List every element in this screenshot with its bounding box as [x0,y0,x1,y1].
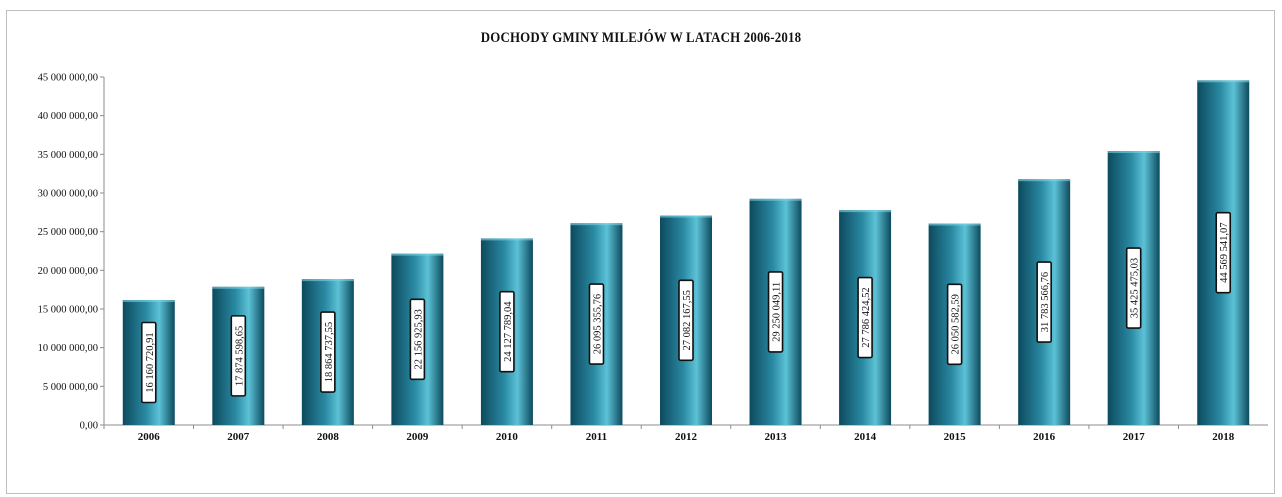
bar-cap [839,210,892,213]
y-tick-label: 35 000 000,00 [38,150,98,161]
chart-title: DOCHODY GMINY MILEJÓW W LATACH 2006-2018 [480,30,802,46]
bar-cap [1107,151,1160,154]
x-tick-label: 2007 [227,431,250,443]
data-label-text: 35 425 475,03 [1130,258,1141,318]
data-label-text: 26 050 582,59 [951,294,962,354]
data-label-text: 27 082 167,55 [682,290,693,350]
x-tick-label: 2013 [765,431,788,443]
data-label-text: 17 874 598,65 [234,326,245,386]
x-tick-label: 2009 [406,431,429,443]
data-label-box [1036,261,1052,343]
x-tick-label: 2014 [854,431,877,443]
y-tick-label: 0,00 [80,421,98,432]
y-tick-label: 45 000 000,00 [38,73,98,84]
data-label-text: 26 095 355,76 [592,294,603,354]
data-label-text: 18 864 737,55 [324,322,335,382]
bar-cap [391,253,444,256]
x-tick-label: 2006 [138,431,161,443]
y-tick-label: 25 000 000,00 [38,227,98,238]
data-label: 16 160 720,91 [140,321,157,404]
data-label-text: 29 250 049,11 [772,282,783,342]
bar-cap [1018,179,1071,182]
data-label: 44 569 541,07 [1215,211,1232,294]
x-tick-label: 2008 [317,431,340,443]
x-tick-label: 2012 [675,431,698,443]
data-label: 35 425 475,03 [1125,247,1142,329]
data-label: 24 127 789,04 [499,290,515,373]
y-tick-label: 40 000 000,00 [38,111,98,122]
data-label: 17 874 598,65 [230,315,247,397]
data-label-box [1125,247,1142,329]
data-label-box [140,321,157,404]
bar-cap [660,215,712,218]
bar-cap [122,300,175,303]
x-tick-label: 2018 [1212,431,1235,443]
bar-cap [749,198,802,201]
data-label: 29 250 049,11 [767,271,784,353]
data-label-box [588,283,605,365]
data-label-box [857,276,873,359]
y-tick-label: 15 000 000,00 [38,305,98,316]
bar-cap [928,223,981,226]
data-label-text: 22 156 925,93 [413,309,424,369]
data-label-text: 27 786 424,52 [861,287,872,347]
data-label-box [409,298,426,381]
data-label-box [499,290,515,373]
bar-cap [1197,80,1250,83]
bar-cap [301,279,354,282]
bar-cap [570,223,623,226]
data-label: 27 786 424,52 [857,276,873,359]
y-tick-label: 10 000 000,00 [38,343,98,354]
data-label: 18 864 737,55 [320,311,336,393]
x-tick-label: 2016 [1033,431,1056,443]
data-label: 26 050 582,59 [946,283,963,366]
data-label-box [320,311,336,393]
data-label-box [1215,211,1232,294]
y-tick-label: 30 000 000,00 [38,189,98,200]
x-tick-label: 2010 [496,431,519,443]
data-label-box [678,279,694,362]
y-tick-label: 5 000 000,00 [43,382,98,393]
bar-cap [212,286,265,289]
y-tick-label: 20 000 000,00 [38,266,98,277]
data-label: 22 156 925,93 [409,298,426,381]
data-label-box [230,315,247,397]
data-label-text: 24 127 789,04 [503,301,514,362]
data-label-box [767,271,784,353]
data-label: 31 783 566,76 [1036,261,1052,343]
data-label: 26 095 355,76 [588,283,605,365]
bar-cap [480,238,533,241]
data-label-text: 16 160 720,91 [145,332,156,392]
data-label-box [946,283,963,366]
data-label-text: 44 569 541,07 [1219,222,1230,282]
x-tick-label: 2011 [586,431,607,443]
data-label: 27 082 167,55 [678,279,694,362]
data-label-text: 31 783 566,76 [1040,272,1051,332]
x-tick-label: 2017 [1123,431,1146,443]
x-tick-label: 2015 [944,431,967,443]
